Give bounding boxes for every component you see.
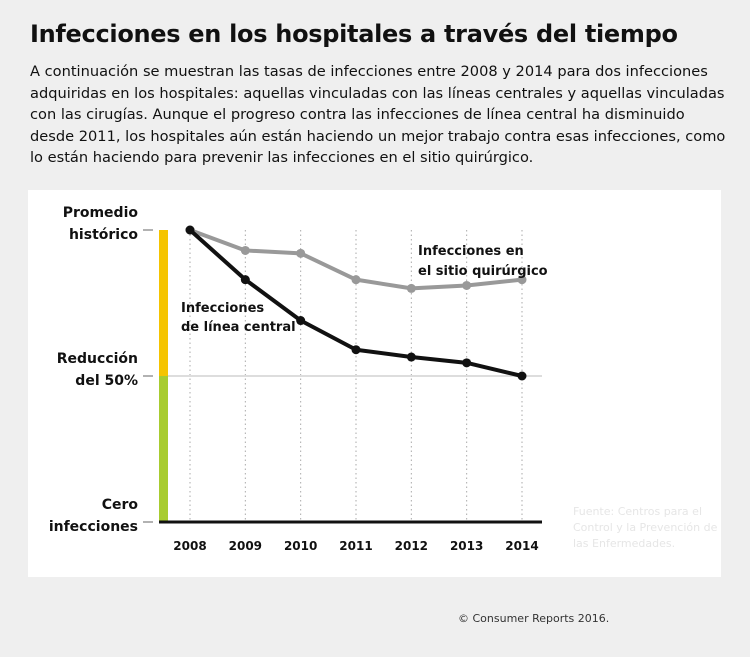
- data-point: [462, 358, 472, 368]
- x-tick-label: 2010: [284, 539, 317, 553]
- y-label: histórico: [69, 227, 138, 243]
- x-tick-label: 2013: [450, 539, 483, 553]
- x-tick-label: 2009: [229, 539, 262, 553]
- data-point: [406, 283, 416, 293]
- source-note: Fuente: Centros para el Control y la Pre…: [573, 505, 718, 550]
- chart-panel: [28, 190, 721, 577]
- y-label: del 50%: [75, 373, 138, 389]
- y-label: Cero: [102, 497, 139, 513]
- series-label-central: Infecciones: [181, 301, 264, 316]
- x-tick-label: 2008: [173, 539, 206, 553]
- data-point: [185, 225, 195, 235]
- x-tick-label: 2012: [395, 539, 428, 553]
- data-point: [240, 275, 250, 285]
- upper-band: [159, 230, 168, 376]
- y-label: Promedio: [63, 205, 139, 221]
- data-point: [351, 345, 361, 355]
- data-point: [462, 280, 472, 290]
- page-title: Infecciones en los hospitales a través d…: [30, 20, 678, 48]
- lower-band: [159, 376, 168, 522]
- y-label: infecciones: [49, 519, 138, 535]
- data-point: [240, 245, 250, 255]
- x-tick-label: 2014: [505, 539, 538, 553]
- data-point: [406, 352, 416, 362]
- y-label: Reducción: [57, 351, 138, 367]
- series-label-central: de línea central: [181, 320, 296, 335]
- data-point: [351, 275, 361, 285]
- series-label-surgical: Infecciones en: [418, 244, 524, 259]
- series-label-surgical: el sitio quirúrgico: [418, 264, 548, 279]
- data-point: [296, 316, 306, 326]
- data-point: [517, 275, 527, 285]
- data-point: [296, 248, 306, 258]
- x-tick-label: 2011: [339, 539, 372, 553]
- credit: © Consumer Reports 2016.: [458, 612, 610, 625]
- description: A continuación se muestran las tasas de …: [30, 63, 726, 166]
- data-point: [517, 371, 527, 381]
